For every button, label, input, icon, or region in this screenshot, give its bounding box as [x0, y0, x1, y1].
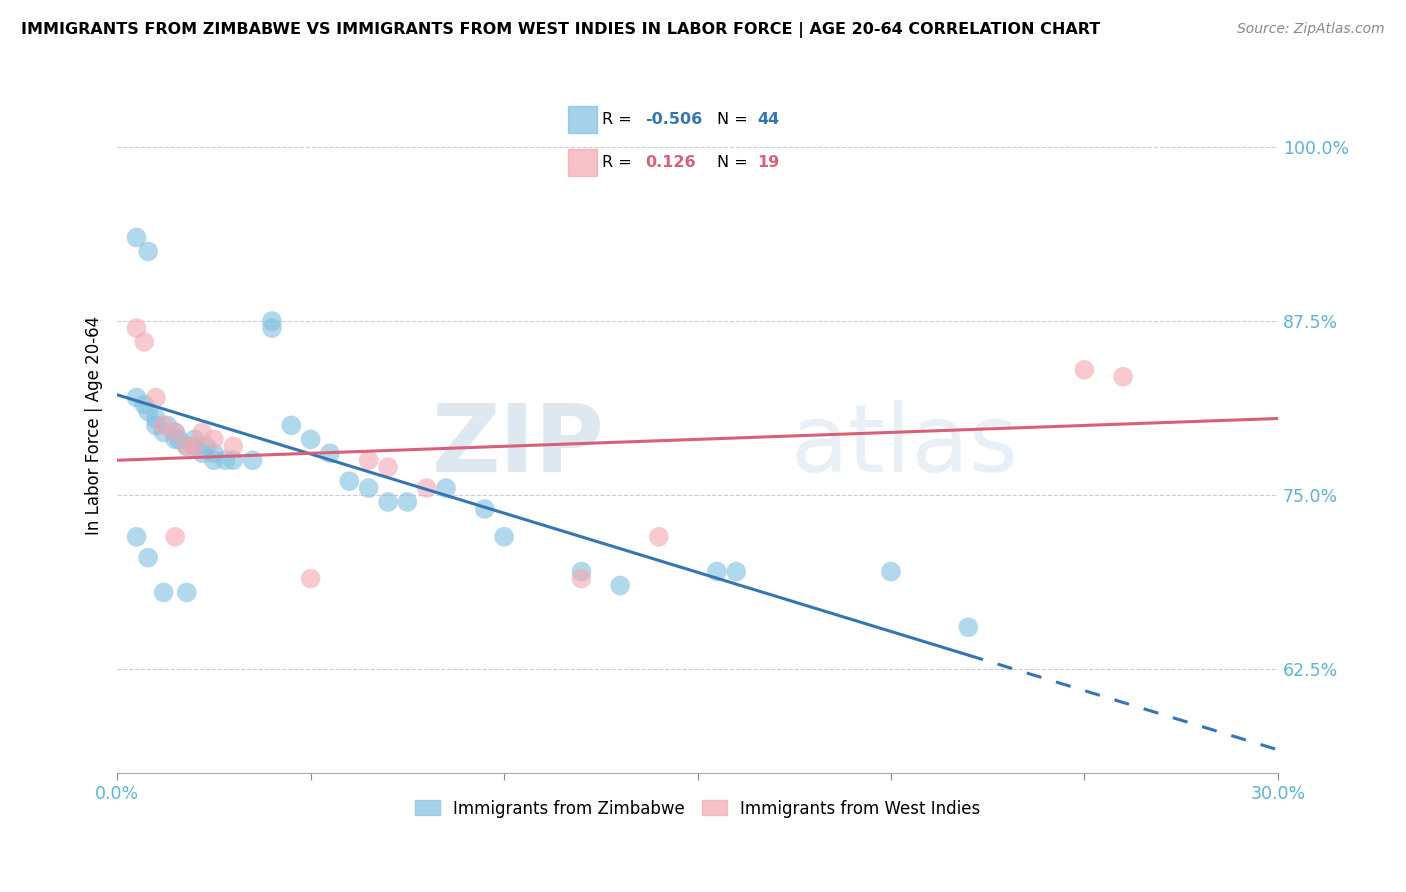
Point: [191, 446, 214, 460]
Point: [299, 433, 322, 447]
Point: [474, 502, 496, 516]
Point: [260, 321, 283, 335]
Point: [183, 439, 205, 453]
Point: [152, 425, 174, 440]
Point: [571, 565, 593, 579]
Point: [136, 404, 159, 418]
Point: [167, 433, 190, 447]
Point: [145, 411, 167, 425]
Point: [183, 439, 205, 453]
Point: [222, 439, 245, 453]
Point: [260, 314, 283, 328]
Point: [571, 572, 593, 586]
Point: [125, 530, 148, 544]
Point: [337, 474, 360, 488]
Legend: Immigrants from Zimbabwe, Immigrants from West Indies: Immigrants from Zimbabwe, Immigrants fro…: [408, 793, 987, 824]
Point: [165, 425, 187, 440]
Point: [357, 481, 380, 495]
Point: [319, 446, 342, 460]
Point: [357, 453, 380, 467]
Point: [136, 550, 159, 565]
Point: [176, 585, 198, 599]
Point: [183, 433, 205, 447]
Point: [145, 418, 167, 433]
Point: [222, 453, 245, 467]
Point: [202, 453, 225, 467]
Point: [957, 620, 980, 634]
Text: IMMIGRANTS FROM ZIMBABWE VS IMMIGRANTS FROM WEST INDIES IN LABOR FORCE | AGE 20-: IMMIGRANTS FROM ZIMBABWE VS IMMIGRANTS F…: [21, 22, 1101, 38]
Point: [165, 530, 187, 544]
Point: [191, 425, 214, 440]
Text: atlas: atlas: [790, 401, 1018, 492]
Text: Source: ZipAtlas.com: Source: ZipAtlas.com: [1237, 22, 1385, 37]
Point: [202, 433, 225, 447]
Point: [195, 439, 218, 453]
Y-axis label: In Labor Force | Age 20-64: In Labor Force | Age 20-64: [86, 316, 103, 535]
Point: [136, 244, 159, 259]
Point: [202, 446, 225, 460]
Point: [377, 460, 399, 475]
Point: [396, 495, 419, 509]
Point: [415, 481, 437, 495]
Point: [1073, 363, 1095, 377]
Point: [125, 391, 148, 405]
Point: [165, 425, 187, 440]
Point: [134, 398, 156, 412]
Point: [299, 572, 322, 586]
Point: [434, 481, 457, 495]
Point: [125, 230, 148, 244]
Point: [145, 391, 167, 405]
Point: [165, 433, 187, 447]
Point: [706, 565, 728, 579]
Point: [648, 530, 671, 544]
Point: [880, 565, 903, 579]
Point: [1112, 369, 1135, 384]
Point: [377, 495, 399, 509]
Point: [609, 578, 631, 592]
Point: [156, 418, 179, 433]
Point: [152, 585, 174, 599]
Point: [280, 418, 302, 433]
Point: [242, 453, 264, 467]
Point: [176, 439, 198, 453]
Point: [176, 439, 198, 453]
Text: ZIP: ZIP: [432, 401, 605, 492]
Point: [214, 453, 236, 467]
Point: [134, 334, 156, 349]
Point: [725, 565, 748, 579]
Point: [125, 321, 148, 335]
Point: [494, 530, 516, 544]
Point: [152, 418, 174, 433]
